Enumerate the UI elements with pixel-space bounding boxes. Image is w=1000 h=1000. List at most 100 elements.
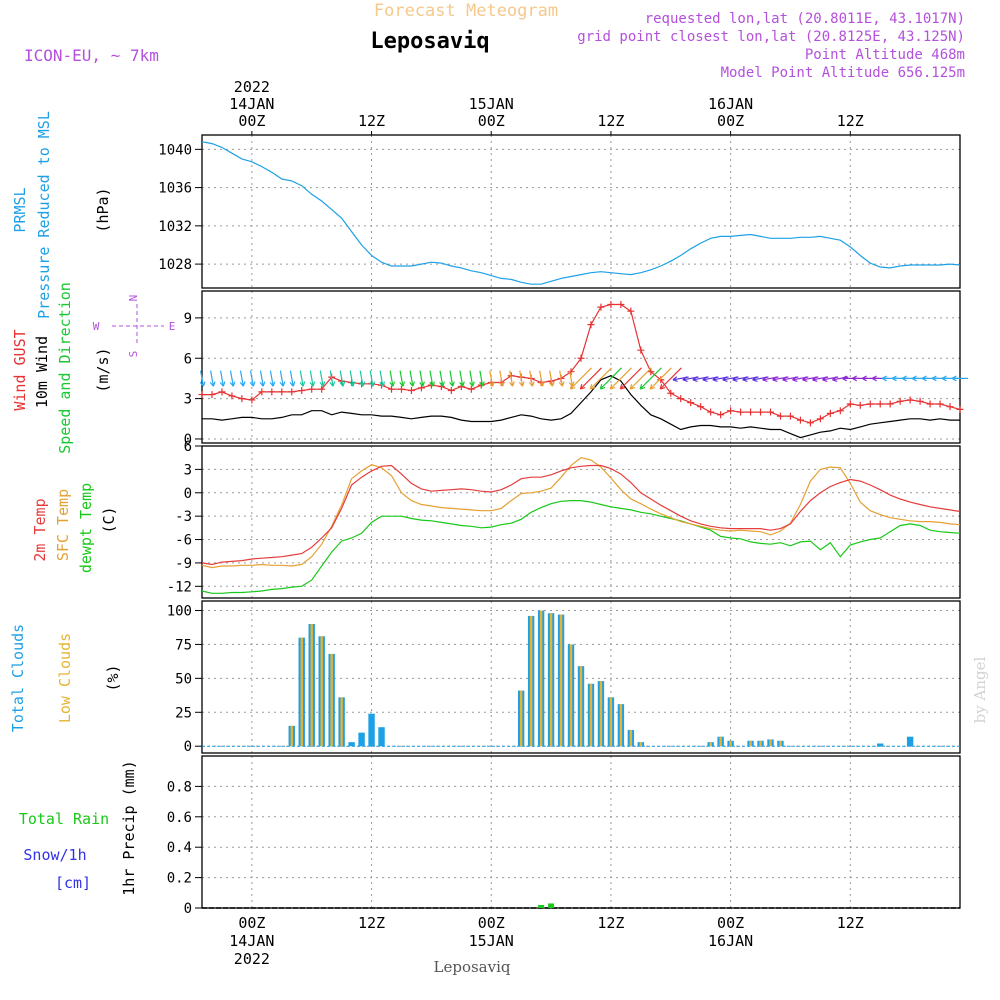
- wind-direction-arrow: [429, 370, 435, 387]
- low-cloud-bar: [779, 740, 782, 747]
- wind-direction-arrow: [659, 367, 682, 390]
- gust-marker: [238, 395, 246, 403]
- panel-frame: [201, 290, 961, 444]
- dewpt-temp-line: [201, 500, 961, 594]
- total-clouds-title: Total Clouds: [9, 624, 27, 732]
- panel-frame: [201, 755, 961, 909]
- bottom-time-label: 15JAN: [469, 932, 514, 950]
- gust-marker: [627, 307, 635, 315]
- low-cloud-bar: [549, 613, 553, 747]
- wind-direction-arrow: [449, 370, 455, 387]
- wind-direction-arrow: [568, 370, 575, 387]
- prmsl-line: [201, 141, 961, 285]
- wind-direction-arrow: [509, 370, 515, 387]
- gust-marker: [607, 300, 615, 308]
- wind-direction-arrow: [309, 370, 316, 387]
- wind-direction-arrow: [279, 370, 286, 387]
- gust-marker: [776, 412, 784, 420]
- total-cloud-bar: [358, 732, 365, 747]
- gust-marker: [747, 408, 755, 416]
- snow-unit: [cm]: [55, 874, 91, 892]
- wind-direction-arrow: [299, 370, 306, 387]
- wind-direction-arrow: [489, 370, 495, 387]
- wind-direction-arrow: [579, 367, 603, 390]
- gust-marker: [856, 401, 864, 409]
- wind-direction-arrow: [459, 370, 465, 387]
- y-tick-label: 1028: [158, 257, 192, 273]
- gust-marker: [577, 354, 585, 362]
- compass-north: N: [127, 295, 140, 302]
- panel-frame: [201, 600, 961, 754]
- low-cloud-bar: [539, 610, 543, 747]
- gust-marker: [597, 303, 605, 311]
- y-tick-label: 50: [175, 671, 192, 687]
- y-tick-label: 25: [175, 705, 192, 721]
- wind-10m-title: 10m Wind: [33, 336, 51, 408]
- gust-marker: [936, 400, 944, 408]
- y-tick-label: 0.4: [167, 840, 192, 856]
- temp-2m-line: [201, 464, 961, 566]
- y-tick-label: 75: [175, 637, 192, 653]
- wind-direction-arrow: [419, 370, 425, 387]
- gust-marker: [846, 400, 854, 408]
- low-cloud-bar: [639, 742, 643, 747]
- top-time-label: 2022: [234, 78, 270, 96]
- top-time-label: 14JAN: [229, 95, 274, 113]
- gust-marker: [896, 397, 904, 405]
- sfctemp-title: SFC Temp: [54, 489, 72, 561]
- wind-direction-arrow: [319, 370, 326, 387]
- wind-direction-arrow: [639, 367, 662, 390]
- wind-direction-arrow: [289, 370, 296, 387]
- gust-marker: [916, 397, 924, 405]
- total-cloud-bar: [368, 713, 375, 747]
- bottom-time-label: 00Z: [478, 914, 505, 932]
- gust-marker: [876, 400, 884, 408]
- gust-marker: [836, 407, 844, 415]
- snow-title: Snow/1h: [23, 846, 86, 864]
- gust-marker: [318, 385, 326, 393]
- wind-direction-arrow: [629, 367, 652, 390]
- total-cloud-bar: [906, 736, 914, 747]
- wind-direction-arrow: [951, 375, 968, 382]
- y-tick-label: 0.2: [167, 871, 192, 887]
- wind-direction-arrow: [619, 367, 642, 390]
- low-cloud-bar: [579, 666, 583, 747]
- panel-frame: [201, 445, 961, 599]
- bottom-time-label: 2022: [234, 950, 270, 968]
- grid-point-coords: grid point closest lon,lat (20.8125E, 43…: [577, 29, 965, 45]
- gust-marker: [956, 405, 964, 413]
- total-cloud-bar: [378, 727, 385, 747]
- y-tick-label: -12: [167, 579, 192, 595]
- gust-marker: [228, 392, 236, 400]
- top-time-label: 12Z: [597, 112, 624, 130]
- rain-bar: [538, 904, 545, 908]
- top-time-label: 00Z: [478, 112, 505, 130]
- low-cloud-bar: [589, 683, 593, 747]
- bottom-time-label: 00Z: [717, 914, 744, 932]
- low-cloud-bar: [300, 637, 303, 747]
- wind-direction-arrow: [439, 370, 445, 387]
- wind-direction-arrow: [548, 370, 555, 387]
- top-time-label: 12Z: [837, 112, 864, 130]
- y-tick-label: 0.8: [167, 779, 192, 795]
- low-cloud-bar: [769, 739, 772, 747]
- wind-direction-arrow: [558, 370, 565, 387]
- gust-marker: [447, 387, 455, 395]
- model-label: ICON-EU, ~ 7km: [24, 46, 159, 65]
- bottom-time-label: 12Z: [358, 914, 385, 932]
- pressure-title-1: PRMSL: [11, 187, 29, 232]
- gust-marker: [218, 388, 226, 396]
- plot-layer: 10281032103610400369-12-9-6-303602550751…: [158, 78, 968, 968]
- gust-marker: [198, 391, 206, 399]
- gust-marker: [727, 407, 735, 415]
- low-clouds-title: Low Clouds: [56, 633, 74, 723]
- wind-10m-line: [202, 375, 960, 439]
- gust-marker: [707, 408, 715, 416]
- bottom-time-label: 00Z: [238, 914, 265, 932]
- low-cloud-bar: [330, 653, 333, 747]
- low-cloud-bar: [340, 697, 343, 747]
- wind-direction-arrow: [269, 370, 276, 387]
- y-tick-label: 1032: [158, 219, 192, 235]
- y-tick-label: -3: [175, 509, 192, 525]
- gust-marker: [567, 368, 575, 376]
